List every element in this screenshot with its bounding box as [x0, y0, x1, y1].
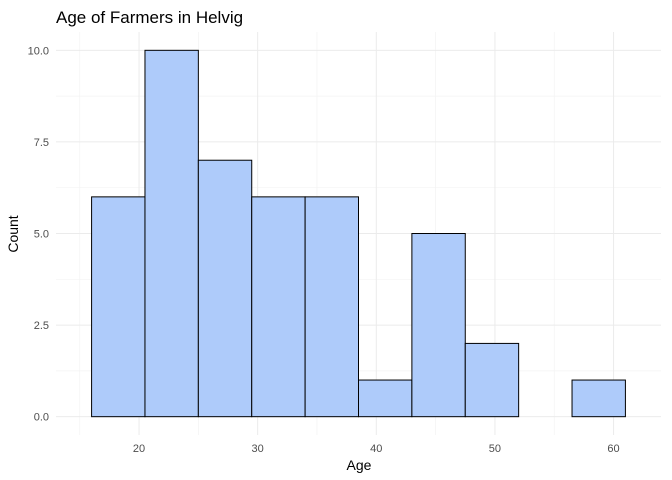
- y-tick-label: 2.5: [34, 320, 49, 332]
- y-tick-label: 7.5: [34, 137, 49, 149]
- histogram-bars: [91, 49, 626, 418]
- x-tick-label: 20: [133, 443, 145, 455]
- histogram-bar-4: [251, 196, 306, 418]
- y-axis-ticks: 0.0 2.5 5.0 7.5 10.0: [28, 45, 49, 423]
- histogram-bar-8: [464, 342, 520, 418]
- histogram-bar-3: [197, 159, 253, 418]
- chart-title: Age of Farmers in Helvig: [56, 8, 243, 27]
- histogram-bar-1: [91, 196, 146, 418]
- x-axis-title: Age: [347, 457, 372, 473]
- y-tick-label: 10.0: [28, 45, 49, 57]
- histogram-bar-2: [144, 49, 199, 418]
- y-axis-title: Count: [5, 215, 21, 252]
- histogram-bar-5: [304, 196, 359, 418]
- y-tick-label: 5.0: [34, 229, 49, 241]
- x-tick-label: 50: [489, 443, 501, 455]
- x-tick-label: 40: [370, 443, 382, 455]
- x-tick-label: 60: [607, 443, 619, 455]
- histogram-bar-10: [571, 379, 626, 418]
- histogram-bar-6: [358, 379, 413, 418]
- y-tick-label: 0.0: [34, 412, 49, 424]
- x-axis-ticks: 20 30 40 50 60: [133, 443, 620, 455]
- x-tick-label: 30: [252, 443, 264, 455]
- histogram-bar-7: [411, 233, 466, 418]
